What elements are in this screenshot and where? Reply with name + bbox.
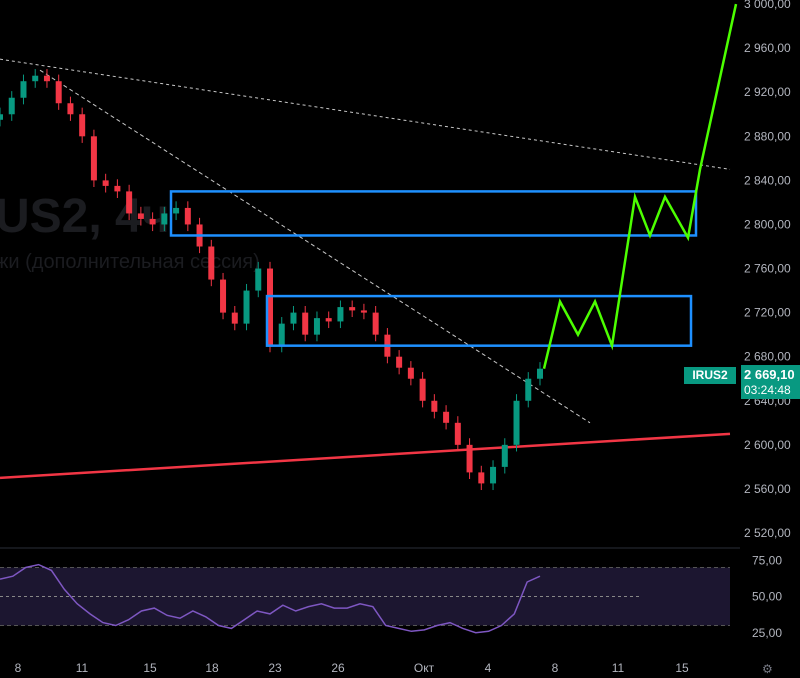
candle-body bbox=[501, 444, 508, 467]
candle-body bbox=[114, 185, 121, 192]
price-zones bbox=[169, 190, 698, 347]
time-tick-label: 8 bbox=[552, 661, 559, 675]
candle-body bbox=[90, 136, 97, 181]
time-tick-label: 15 bbox=[143, 661, 157, 675]
last-price-value: 2 669,10 bbox=[744, 367, 795, 382]
price-tick-label: 2 720,00 bbox=[744, 306, 791, 320]
candle-body bbox=[161, 213, 168, 225]
candle-body bbox=[220, 279, 227, 313]
projection-line bbox=[542, 3, 738, 369]
candle-body bbox=[20, 81, 27, 98]
rsi-tick-label: 50,00 bbox=[752, 590, 782, 604]
rsi-panel bbox=[0, 547, 740, 634]
price-tick-label: 2 680,00 bbox=[744, 350, 791, 364]
candle-body bbox=[208, 246, 215, 280]
trendline-steep bbox=[39, 69, 591, 424]
price-tick-label: 2 520,00 bbox=[744, 526, 791, 540]
time-tick-label: 18 bbox=[205, 661, 219, 675]
price-tick-label: 2 880,00 bbox=[744, 129, 791, 143]
candle-body bbox=[419, 378, 426, 401]
candle-body bbox=[454, 422, 461, 445]
watermark-symbol: US2, 4ч bbox=[0, 190, 170, 243]
trendline-shallow bbox=[0, 58, 731, 170]
candle-body bbox=[349, 307, 356, 311]
time-tick-label: 11 bbox=[612, 661, 625, 675]
rsi-line bbox=[0, 563, 541, 634]
candle-body bbox=[243, 290, 250, 324]
zone-lower bbox=[265, 294, 693, 347]
candle-body bbox=[149, 218, 156, 225]
candle-body bbox=[537, 368, 543, 379]
candle-body bbox=[43, 75, 50, 82]
projection-path bbox=[542, 3, 738, 369]
price-axis[interactable]: 3 040,003 000,002 960,002 920,002 880,00… bbox=[744, 0, 791, 540]
candle-body bbox=[478, 472, 485, 484]
last-price-tag: 2 669,10 03:24:48 bbox=[741, 365, 800, 399]
candle-body bbox=[290, 312, 297, 324]
time-axis[interactable]: 8 11 15 18 23 26 Окт 4 8 11 15 bbox=[15, 661, 689, 675]
candle-body bbox=[443, 411, 450, 423]
watermark-subtitle: жи (дополнительная сессия) bbox=[0, 251, 260, 273]
candle-body bbox=[466, 444, 473, 473]
candle-body bbox=[126, 191, 133, 214]
candle-body bbox=[525, 378, 532, 401]
candle-body bbox=[55, 81, 62, 104]
candle-body bbox=[431, 400, 438, 412]
symbol-price-tag: IRUS2 bbox=[684, 367, 736, 384]
rsi-axis: 75,00 50,00 25,00 bbox=[752, 553, 782, 640]
time-tick-label: 23 bbox=[268, 661, 282, 675]
candle-body bbox=[184, 207, 191, 225]
candle-body bbox=[8, 97, 15, 115]
candle-body bbox=[513, 400, 520, 445]
price-tick-label: 2 840,00 bbox=[744, 173, 791, 187]
price-tick-label: 2 960,00 bbox=[744, 41, 791, 55]
candle-body bbox=[360, 310, 367, 313]
candle-body bbox=[313, 318, 320, 335]
candle-body bbox=[67, 103, 74, 115]
candle-body bbox=[372, 312, 379, 335]
candle-body bbox=[79, 114, 86, 137]
candle-body bbox=[490, 466, 497, 484]
support-line-path bbox=[0, 432, 731, 480]
time-tick-label: 4 bbox=[485, 661, 492, 675]
price-tick-label: 2 600,00 bbox=[744, 438, 791, 452]
candle-body bbox=[267, 268, 273, 346]
time-tick-label: 11 bbox=[76, 661, 89, 675]
rsi-tick-label: 25,00 bbox=[752, 626, 782, 640]
zone-upper bbox=[169, 190, 698, 237]
price-tick-label: 2 760,00 bbox=[744, 262, 791, 276]
settings-icon[interactable]: ⚙ bbox=[762, 662, 773, 676]
support-line bbox=[0, 432, 731, 480]
candle-body bbox=[396, 356, 403, 368]
price-tick-label: 2 800,00 bbox=[744, 217, 791, 231]
time-tick-label: 8 bbox=[15, 661, 22, 675]
rsi-tick-label: 75,00 bbox=[752, 553, 782, 567]
candle-body bbox=[407, 367, 414, 379]
time-tick-label: Окт bbox=[414, 661, 435, 675]
trendlines bbox=[0, 58, 731, 424]
candle-body bbox=[231, 312, 238, 324]
candle-body bbox=[325, 318, 332, 322]
candle-body bbox=[302, 312, 309, 335]
candle-body bbox=[32, 75, 39, 82]
price-tick-label: 3 000,00 bbox=[744, 0, 791, 11]
candle-body bbox=[137, 213, 144, 219]
candle-body bbox=[337, 307, 344, 322]
candle-body bbox=[255, 268, 262, 291]
candle-body bbox=[278, 323, 285, 346]
candlestick-series bbox=[0, 69, 543, 491]
candle-body bbox=[173, 207, 180, 214]
price-tick-label: 2 560,00 bbox=[744, 482, 791, 496]
candle-body bbox=[102, 180, 109, 186]
time-tick-label: 15 bbox=[675, 661, 689, 675]
price-tick-label: 2 920,00 bbox=[744, 85, 791, 99]
bar-countdown: 03:24:48 bbox=[744, 383, 791, 397]
time-tick-label: 26 bbox=[331, 661, 345, 675]
candle-body bbox=[0, 114, 3, 120]
